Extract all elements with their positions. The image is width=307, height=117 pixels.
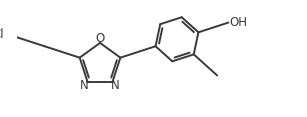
Text: O: O bbox=[95, 32, 105, 45]
Text: N: N bbox=[80, 79, 89, 92]
Text: Cl: Cl bbox=[0, 28, 4, 41]
Text: N: N bbox=[111, 79, 120, 92]
Text: OH: OH bbox=[230, 16, 247, 29]
